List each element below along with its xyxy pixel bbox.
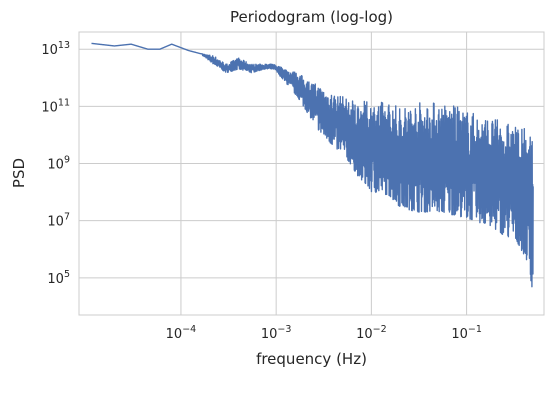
y-tick-label: 105 [47, 269, 70, 287]
y-tick-label: 1013 [41, 40, 70, 58]
psd-series-line [91, 42, 534, 288]
x-tick-labels: 10−4 10−3 10−2 10−1 [166, 324, 482, 342]
x-tick-label: 10−1 [451, 324, 482, 342]
y-tick-label: 107 [47, 212, 70, 230]
chart-title: Periodogram (log-log) [230, 8, 393, 26]
x-axis-label: frequency (Hz) [256, 350, 367, 368]
x-tick-label: 10−4 [166, 324, 197, 342]
y-tick-label: 1011 [41, 97, 70, 115]
y-tick-labels: 105 107 109 1011 1013 [41, 40, 70, 287]
y-tick-label: 109 [47, 155, 70, 173]
x-tick-label: 10−2 [356, 324, 387, 342]
series-group [91, 42, 534, 288]
y-axis-label: PSD [10, 158, 28, 188]
x-tick-label: 10−3 [261, 324, 292, 342]
